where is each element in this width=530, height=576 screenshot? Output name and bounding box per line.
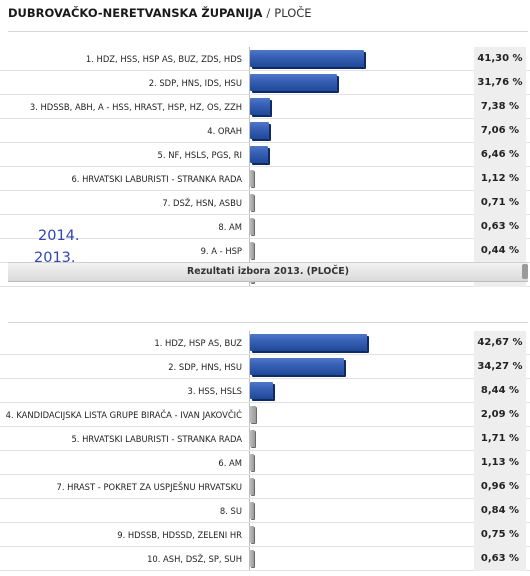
page-header: DUBROVAČKO-NERETVANSKA ŽUPANIJA / PLOČE [8,6,312,20]
value-label: 1,71 % [474,427,526,451]
year-label: 2014. [38,228,80,244]
category-label: 7. DSŽ, HSN, ASBU [162,198,242,208]
result-bar [250,549,254,567]
chart-row: 8. AM 0,63 % [0,215,530,239]
breadcrumb-separator: / [266,6,271,20]
category-label: 3. HSS, HSLS [187,386,242,396]
value-label: 41,30 % [474,47,526,71]
result-bar [250,357,345,375]
result-bar [250,241,254,259]
category-label: 2. SDP, HNS, HSU [168,362,242,372]
value-label: 8,44 % [474,379,526,403]
category-label: 8. AM [218,222,242,232]
result-bar [250,193,254,211]
value-label: 6,46 % [474,143,526,167]
result-bar [250,453,254,471]
value-label: 1,12 % [474,167,526,191]
result-bar [250,501,254,519]
result-bar [250,73,338,91]
chart-row: 3. HSS, HSLS 8,44 % [0,379,530,403]
chart-row: 1. HDZ, HSP AS, BUZ 42,67 % [0,331,530,355]
category-label: 3. HDSSB, ABH, A - HSS, HRAST, HSP, HZ, … [29,102,242,112]
chart-row: 4. ORAH 7,06 % [0,119,530,143]
scrollbar-thumb[interactable] [522,264,528,279]
category-label: 8. SU [219,506,242,516]
category-label: 6. HRVATSKI LABURISTI - STRANKA RADA [71,174,242,184]
value-label: 34,27 % [474,355,526,379]
category-label: 1. HDZ, HSS, HSP AS, BUZ, ZDS, HDS [85,54,242,64]
value-label: 0,84 % [474,499,526,523]
value-label: 0,71 % [474,191,526,215]
result-bar [250,333,368,351]
result-bar [250,381,274,399]
value-label: 31,76 % [474,71,526,95]
chart-row: 1. HDZ, HSS, HSP AS, BUZ, ZDS, HDS 41,30 … [0,47,530,71]
chart-row: 3. HDSSB, ABH, A - HSS, HRAST, HSP, HZ, … [0,95,530,119]
chart-axis [249,47,250,287]
value-label: 0,44 % [474,239,526,263]
divider-title: Rezultati izbora 2013. (PLOČE) [187,266,349,277]
result-bar [250,477,254,495]
chart-row: 4. KANDIDACIJSKA LISTA GRUPE BIRAČA - IV… [0,403,530,427]
result-bar [250,169,254,187]
section-top-line [8,322,528,323]
result-bar [250,525,254,543]
category-label: 9. HDSSB, HDSSD, ZELENI HR [117,530,242,540]
value-label: 0,96 % [474,475,526,499]
value-label: 1,13 % [474,451,526,475]
chart-row: 2. SDP, HNS, HSU 34,27 % [0,355,530,379]
chart-axis [249,331,250,571]
chart-row: 5. HRVATSKI LABURISTI - STRANKA RADA 1,71… [0,427,530,451]
value-label: 7,06 % [474,119,526,143]
category-label: 4. ORAH [207,126,242,136]
value-label: 0,63 % [474,547,526,571]
chart-row: 8. SU 0,84 % [0,499,530,523]
category-label: 7. HRAST - POKRET ZA USPJEŠNU HRVATSKU [56,482,242,492]
chart-row: 10. ASH, DSŽ, SP, SUH 0,63 % [0,547,530,571]
result-bar [250,121,270,139]
value-label: 0,63 % [474,215,526,239]
chart-row: 6. HRVATSKI LABURISTI - STRANKA RADA 1,12… [0,167,530,191]
chart-row: 7. DSŽ, HSN, ASBU 0,71 % [0,191,530,215]
value-label: 7,38 % [474,95,526,119]
region-title: DUBROVAČKO-NERETVANSKA ŽUPANIJA [8,6,263,20]
category-label: 5. HRVATSKI LABURISTI - STRANKA RADA [71,434,242,444]
value-label: 2,09 % [474,403,526,427]
category-label: 10. ASH, DSŽ, SP, SUH [147,554,242,564]
chart-row: 2. SDP, HNS, IDS, HSU 31,76 % [0,71,530,95]
result-bar [250,49,364,67]
result-bar [250,429,255,447]
category-label: 4. KANDIDACIJSKA LISTA GRUPE BIRAČA - IV… [5,410,242,420]
result-bar [250,405,256,423]
chart-row: 7. HRAST - POKRET ZA USPJEŠNU HRVATSKU 0,… [0,475,530,499]
chart-row: 6. AM 1,13 % [0,451,530,475]
chart-row: 5. NF, HSLS, PGS, RI 6,46 % [0,143,530,167]
result-bar [250,97,271,115]
result-bar [250,145,268,163]
category-label: 5. NF, HSLS, PGS, RI [157,150,242,160]
category-label: 2. SDP, HNS, IDS, HSU [148,78,242,88]
result-bar [250,217,254,235]
category-label: 9. A - HSP [200,246,242,256]
chart-row: 9. HDSSB, HDSSD, ZELENI HR 0,75 % [0,523,530,547]
category-label: 6. AM [218,458,242,468]
value-label: 0,75 % [474,523,526,547]
header-divider-line [8,31,528,32]
section-divider: Rezultati izbora 2013. (PLOČE) [8,262,528,282]
value-label: 42,67 % [474,331,526,355]
category-label: 1. HDZ, HSP AS, BUZ [154,338,242,348]
year-label: 2013. [34,250,76,266]
place-title: PLOČE [274,6,312,20]
